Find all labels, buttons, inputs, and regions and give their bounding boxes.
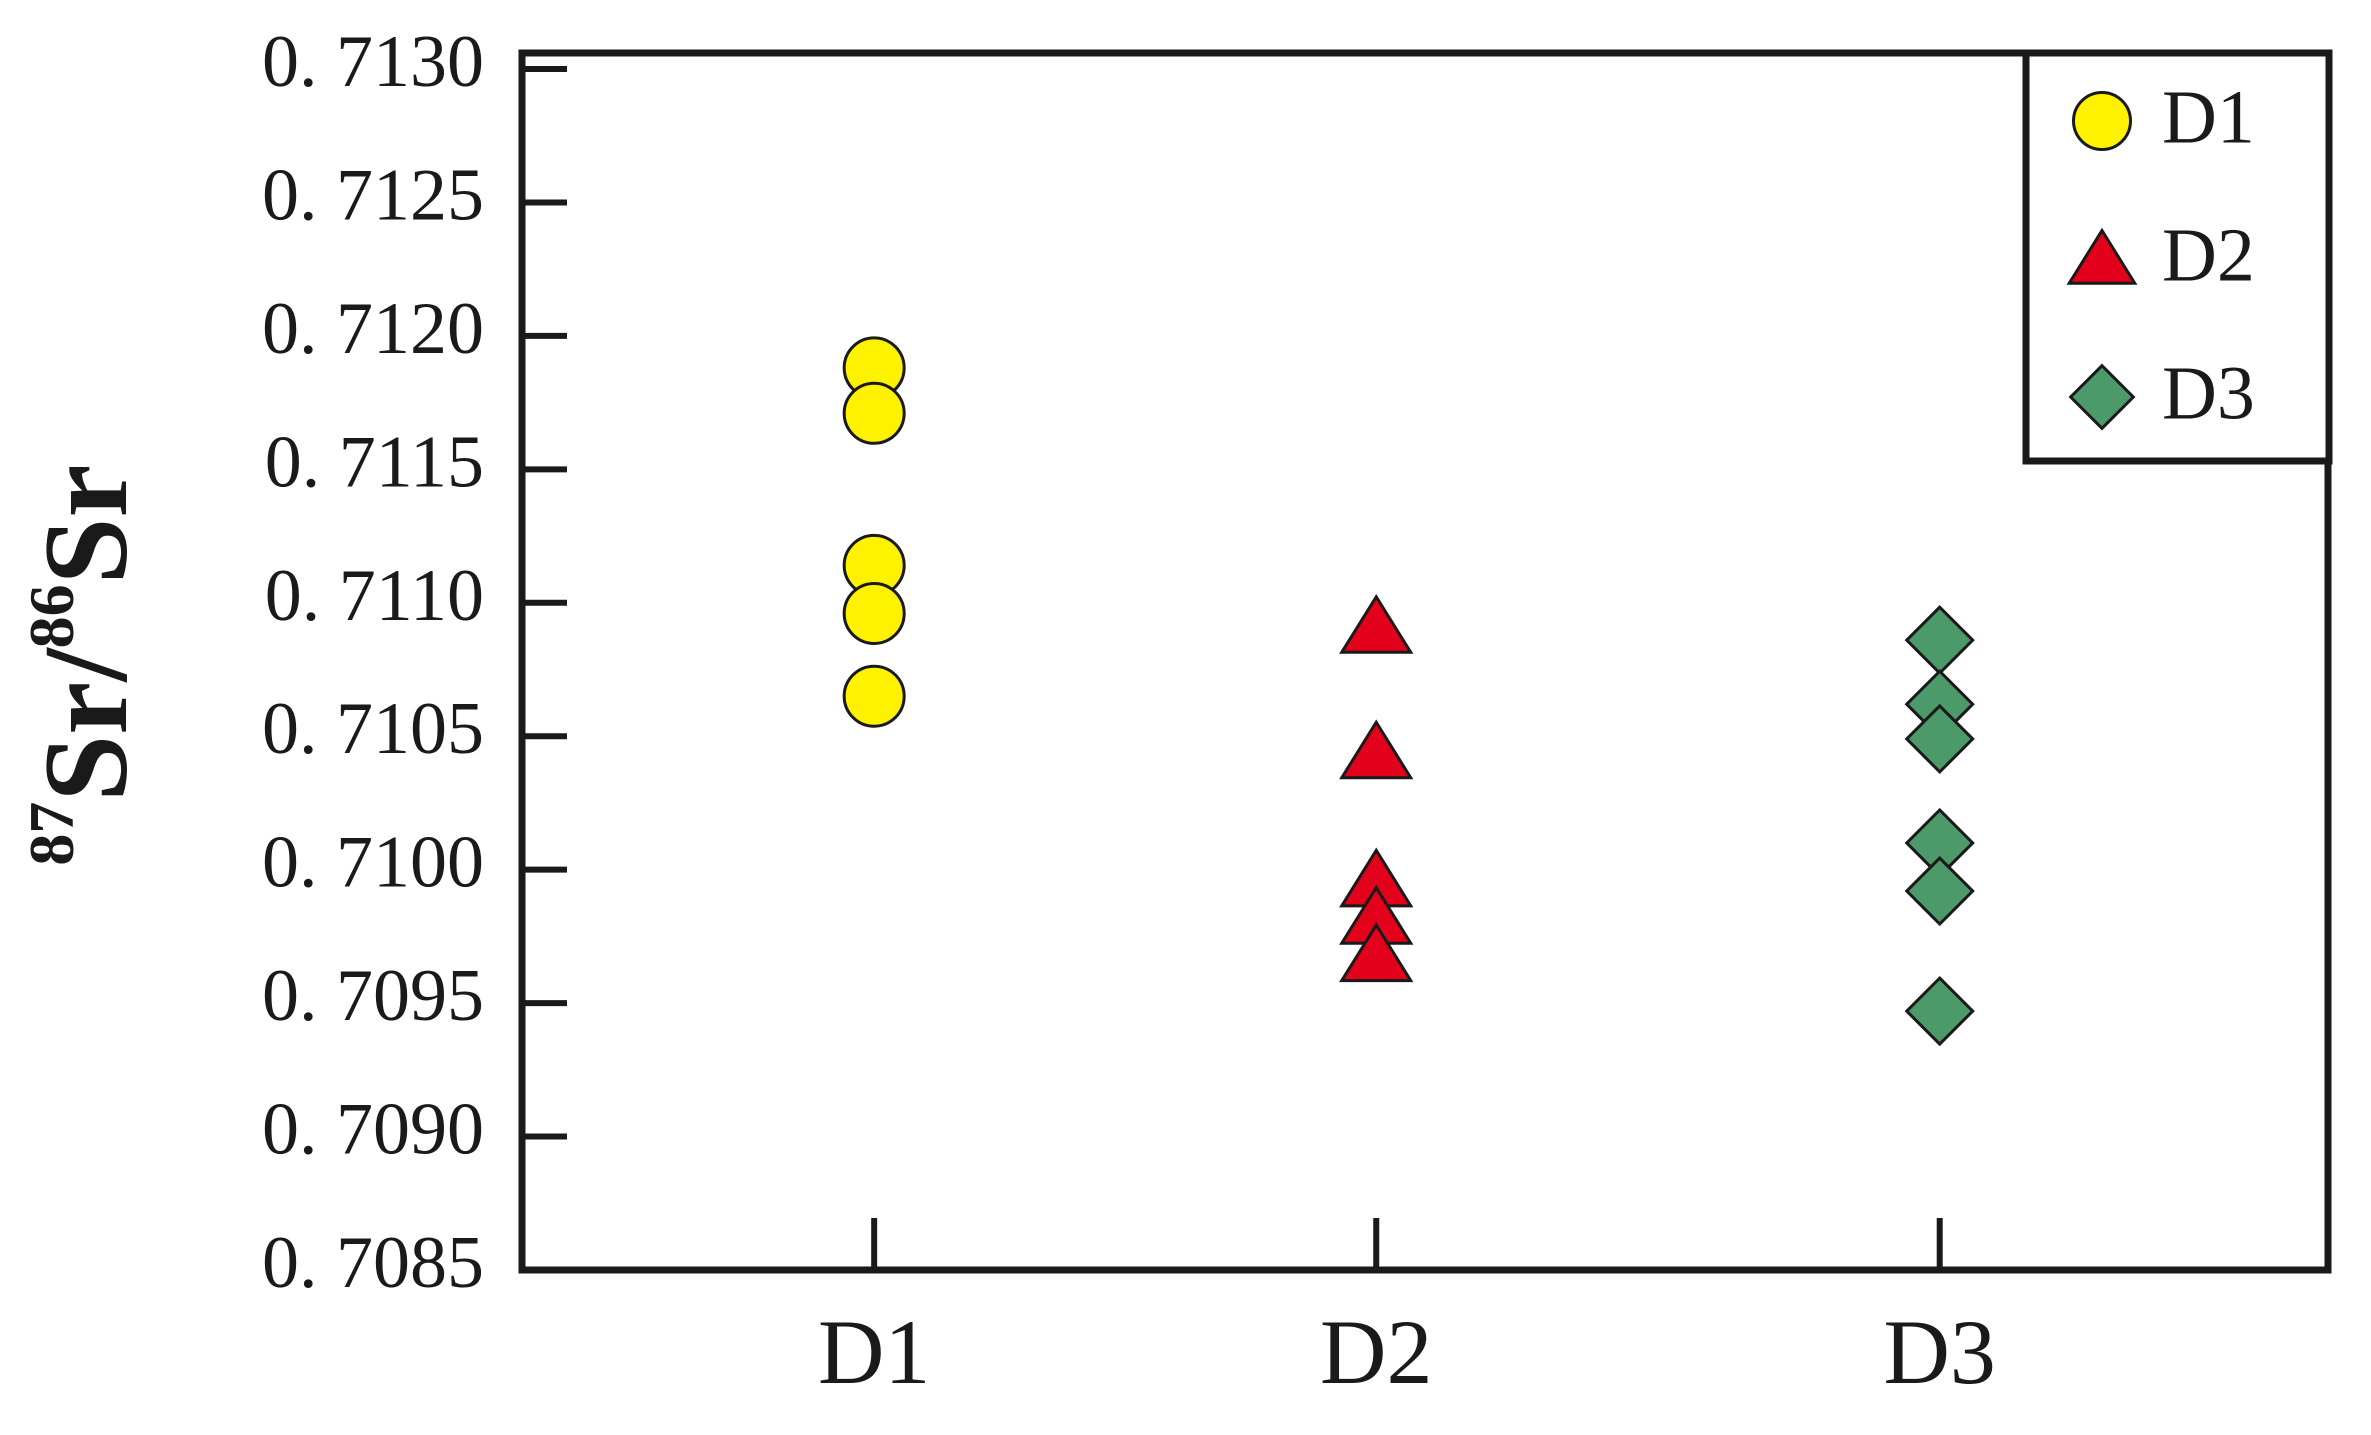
y-tick-label: 0. 7090 xyxy=(262,1089,484,1171)
legend-label: D3 xyxy=(2162,351,2255,435)
y-label-part: 87 xyxy=(16,802,87,866)
plot-frame xyxy=(518,49,2332,1274)
y-axis-label: 87Sr/86Sr xyxy=(16,464,152,865)
point xyxy=(1904,975,1975,1047)
y-tick-label: 0. 7125 xyxy=(262,154,484,236)
legend-label: D2 xyxy=(2162,213,2255,297)
x-tick-label: D2 xyxy=(1320,1301,1432,1403)
x-tick-label: D3 xyxy=(1883,1301,1995,1403)
y-label-part: Sr xyxy=(19,464,152,584)
y-label-part: Sr/ xyxy=(19,647,152,802)
point xyxy=(1904,703,1975,775)
point xyxy=(2068,363,2136,431)
point xyxy=(1904,605,1975,676)
y-tick-label: 0. 7110 xyxy=(265,555,484,637)
point xyxy=(842,381,906,445)
legend-label: D1 xyxy=(2162,75,2255,159)
y-tick-label: 0. 7085 xyxy=(262,1222,484,1304)
y-tick-label: 0. 7130 xyxy=(262,21,484,103)
y-tick-label: 0. 7115 xyxy=(265,421,484,503)
point xyxy=(842,581,906,645)
y-label-part: 86 xyxy=(16,584,87,648)
point xyxy=(842,664,906,728)
point xyxy=(2066,227,2138,285)
point xyxy=(1339,593,1414,654)
point xyxy=(2072,91,2132,151)
y-tick-label: 0. 7105 xyxy=(262,688,484,770)
y-tick-label: 0. 7100 xyxy=(262,822,484,904)
x-tick-label: D1 xyxy=(818,1301,930,1403)
y-tick-label: 0. 7095 xyxy=(262,955,484,1037)
y-tick-label: 0. 7120 xyxy=(262,288,484,370)
point xyxy=(1339,922,1414,983)
point xyxy=(1904,855,1975,927)
point xyxy=(1339,719,1414,780)
